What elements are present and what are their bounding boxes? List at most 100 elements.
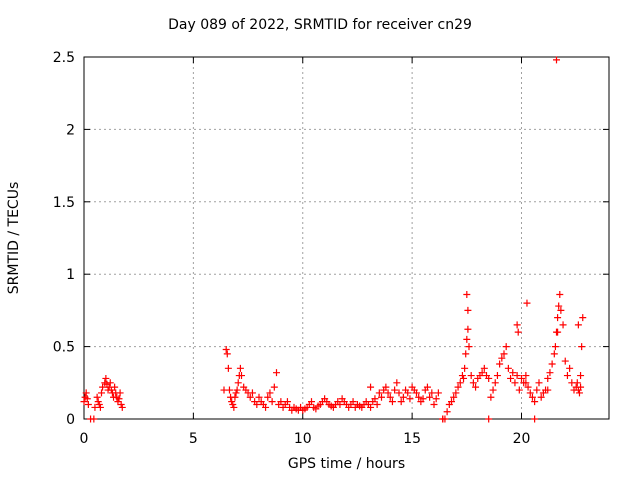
data-point — [498, 354, 506, 362]
data-point — [115, 395, 123, 403]
data-point — [84, 401, 92, 409]
x-tick-label: 15 — [403, 431, 421, 447]
data-point — [535, 379, 543, 387]
data-point — [485, 374, 493, 382]
data-point — [575, 389, 583, 397]
data-point — [463, 335, 471, 343]
data-point — [448, 398, 455, 406]
data-point — [283, 398, 291, 406]
data-point — [511, 379, 519, 387]
data-point — [234, 379, 242, 387]
data-point — [268, 398, 276, 406]
data-point — [238, 372, 245, 380]
data-point — [236, 364, 244, 372]
data-point — [496, 360, 504, 368]
data-point — [415, 393, 423, 401]
data-point — [556, 290, 564, 298]
data-point — [563, 372, 571, 380]
data-point — [270, 383, 278, 391]
data-point — [367, 403, 375, 411]
data-point — [441, 415, 449, 423]
data-point — [500, 350, 508, 358]
data-point — [465, 343, 473, 351]
x-tick-label: 0 — [80, 431, 89, 447]
data-point — [98, 389, 105, 397]
data-point — [460, 374, 468, 382]
data-point — [373, 401, 381, 409]
data-point — [378, 393, 385, 401]
data-point — [432, 395, 440, 403]
data-point — [507, 374, 515, 382]
data-point — [522, 372, 530, 380]
data-point — [349, 398, 357, 406]
y-tick-label: 2 — [66, 122, 75, 138]
data-point — [253, 401, 261, 409]
data-point — [544, 386, 552, 394]
data-point — [463, 290, 471, 298]
data-point — [456, 379, 464, 387]
data-point — [573, 379, 581, 387]
data-point — [578, 343, 586, 351]
data-point — [489, 386, 497, 394]
data-point — [551, 343, 559, 351]
data-point — [375, 389, 383, 397]
data-point — [99, 383, 107, 391]
data-point — [550, 350, 558, 358]
data-point — [367, 383, 375, 391]
data-point — [513, 372, 521, 380]
data-points — [80, 56, 587, 423]
data-point — [264, 393, 272, 401]
data-point — [246, 393, 254, 401]
data-point — [118, 403, 126, 411]
data-point — [579, 314, 587, 322]
data-point — [430, 401, 438, 409]
data-point — [255, 393, 263, 401]
data-point — [533, 386, 541, 394]
data-point — [93, 393, 101, 401]
data-point — [554, 314, 562, 322]
data-point — [464, 306, 472, 314]
data-point — [524, 383, 532, 391]
data-point — [233, 386, 241, 394]
data-point — [426, 393, 434, 401]
data-point — [493, 372, 501, 380]
data-point — [423, 383, 431, 391]
data-point — [514, 328, 522, 336]
plot-frame — [83, 56, 610, 420]
y-tick-label: 1.5 — [53, 195, 75, 211]
data-point — [577, 372, 585, 380]
data-point — [397, 398, 405, 406]
data-point — [469, 379, 477, 387]
chart-title: Day 089 of 2022, SRMTID for receiver cn2… — [168, 17, 472, 33]
data-point — [472, 383, 480, 391]
data-point — [502, 343, 510, 351]
y-tick-label: 2.5 — [53, 50, 75, 66]
data-point — [546, 369, 554, 377]
data-point — [248, 389, 256, 397]
data-point — [220, 386, 228, 394]
data-point — [577, 383, 585, 391]
data-point — [531, 415, 539, 423]
data-point — [566, 364, 574, 372]
data-point — [478, 369, 486, 377]
data-point — [111, 383, 119, 391]
data-point — [531, 398, 539, 406]
data-point — [467, 372, 475, 380]
data-point — [462, 350, 470, 358]
data-point — [515, 386, 523, 394]
data-point — [224, 364, 232, 372]
data-point — [102, 374, 110, 382]
data-point — [231, 393, 239, 401]
data-point — [574, 321, 582, 329]
x-tick-label: 20 — [513, 431, 531, 447]
data-point — [386, 393, 394, 401]
data-point — [266, 389, 274, 397]
data-point — [262, 403, 270, 411]
data-point — [454, 383, 462, 391]
data-point — [391, 386, 399, 394]
data-point — [561, 357, 569, 365]
data-point — [554, 328, 562, 336]
data-point — [428, 389, 436, 397]
axis-ticks: 0 5 10 15 20 0 0.5 1 1.5 2 2.5 — [53, 50, 609, 447]
